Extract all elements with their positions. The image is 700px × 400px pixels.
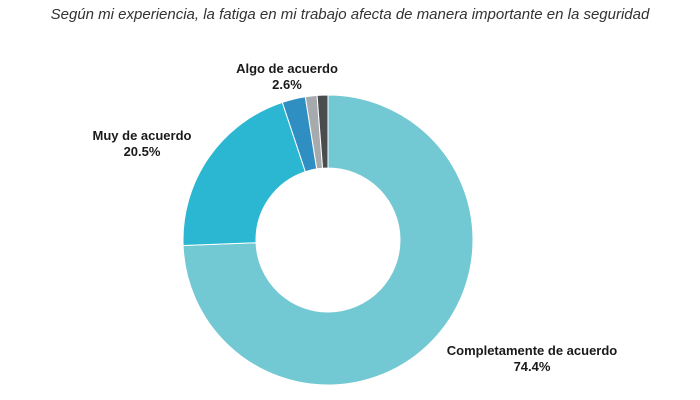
labels-layer: Completamente de acuerdo 74.4% Muy de ac…: [93, 61, 618, 374]
slices-layer: [182, 94, 474, 386]
label-algo-value: 2.6%: [272, 77, 302, 92]
label-completamente-value: 74.4%: [514, 359, 551, 374]
chart-title: Según mi experiencia, la fatiga en mi tr…: [50, 6, 650, 23]
label-completamente-name: Completamente de acuerdo: [447, 343, 618, 358]
label-algo-name: Algo de acuerdo: [236, 61, 338, 76]
label-muy-value: 20.5%: [124, 144, 161, 159]
donut-slice-0: [182, 94, 474, 386]
donut-slice-4: [316, 94, 329, 169]
donut-slice-1: [182, 101, 306, 246]
label-muy-name: Muy de acuerdo: [93, 128, 192, 143]
